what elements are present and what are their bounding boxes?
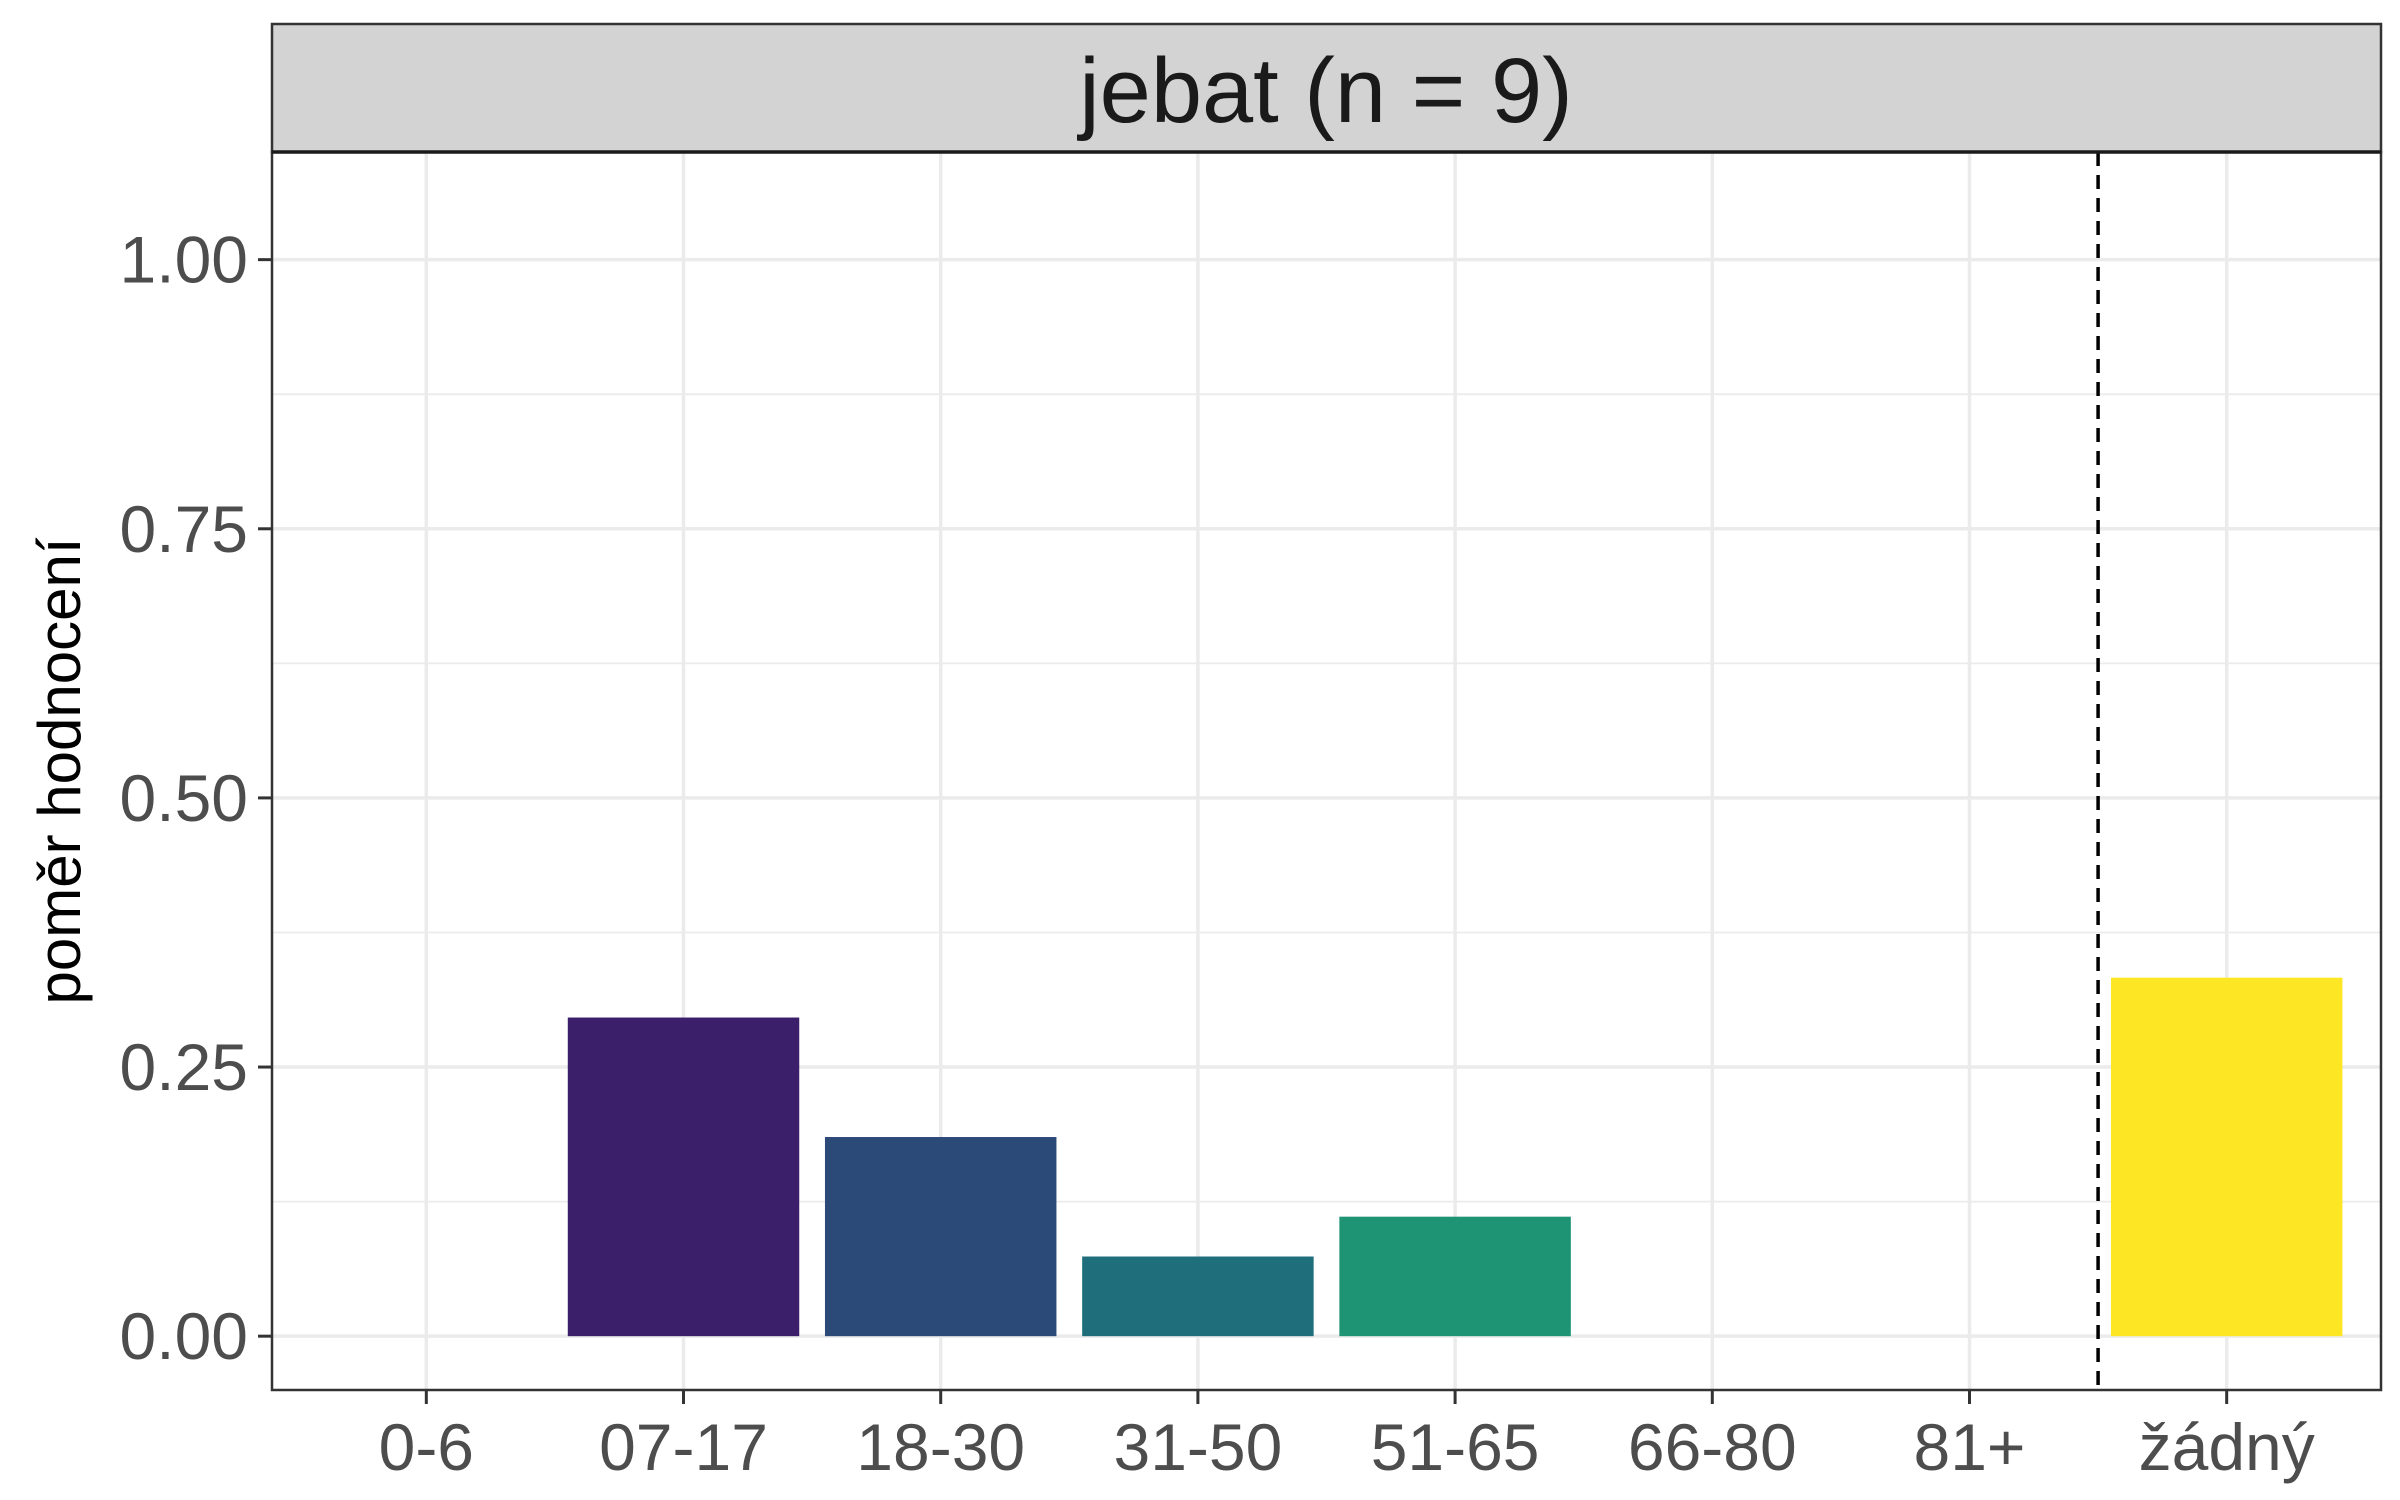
x-tick-label: 0-6 xyxy=(379,1410,474,1484)
bar-31-50 xyxy=(1082,1256,1314,1337)
facet-title: jebat (n = 9) xyxy=(1076,40,1573,142)
bar-07-17 xyxy=(567,1017,800,1337)
y-axis-title: poměr hodnocení xyxy=(26,537,93,1004)
plot-panel xyxy=(270,150,2383,1392)
x-tick-label: 31-50 xyxy=(1113,1410,1282,1484)
x-tick-label: 66-80 xyxy=(1628,1410,1797,1484)
x-tick-label: 81+ xyxy=(1914,1410,2026,1484)
y-tick-label: 0.50 xyxy=(120,761,248,835)
x-tick-label: 07-17 xyxy=(599,1410,768,1484)
bar-18-30 xyxy=(824,1137,1057,1337)
bar-žádný xyxy=(2110,977,2343,1337)
bars xyxy=(567,977,2343,1337)
x-axis: 0-6 07-17 18-30 31-50 51-65 66-80 81+ žádný xyxy=(379,1390,2315,1484)
y-tick-label: 1.00 xyxy=(120,223,248,297)
y-axis: 0.00 0.25 0.50 0.75 1.00 xyxy=(120,223,272,1373)
x-tick-label: žádný xyxy=(2139,1410,2315,1484)
x-tick-label: 18-30 xyxy=(856,1410,1025,1484)
y-tick-label: 0.25 xyxy=(120,1030,248,1104)
facet-strip: jebat (n = 9) xyxy=(270,22,2383,154)
y-tick-label: 0.75 xyxy=(120,492,248,566)
x-tick-label: 51-65 xyxy=(1371,1410,1540,1484)
y-tick-label: 0.00 xyxy=(120,1299,248,1373)
bar-51-65 xyxy=(1339,1216,1571,1337)
